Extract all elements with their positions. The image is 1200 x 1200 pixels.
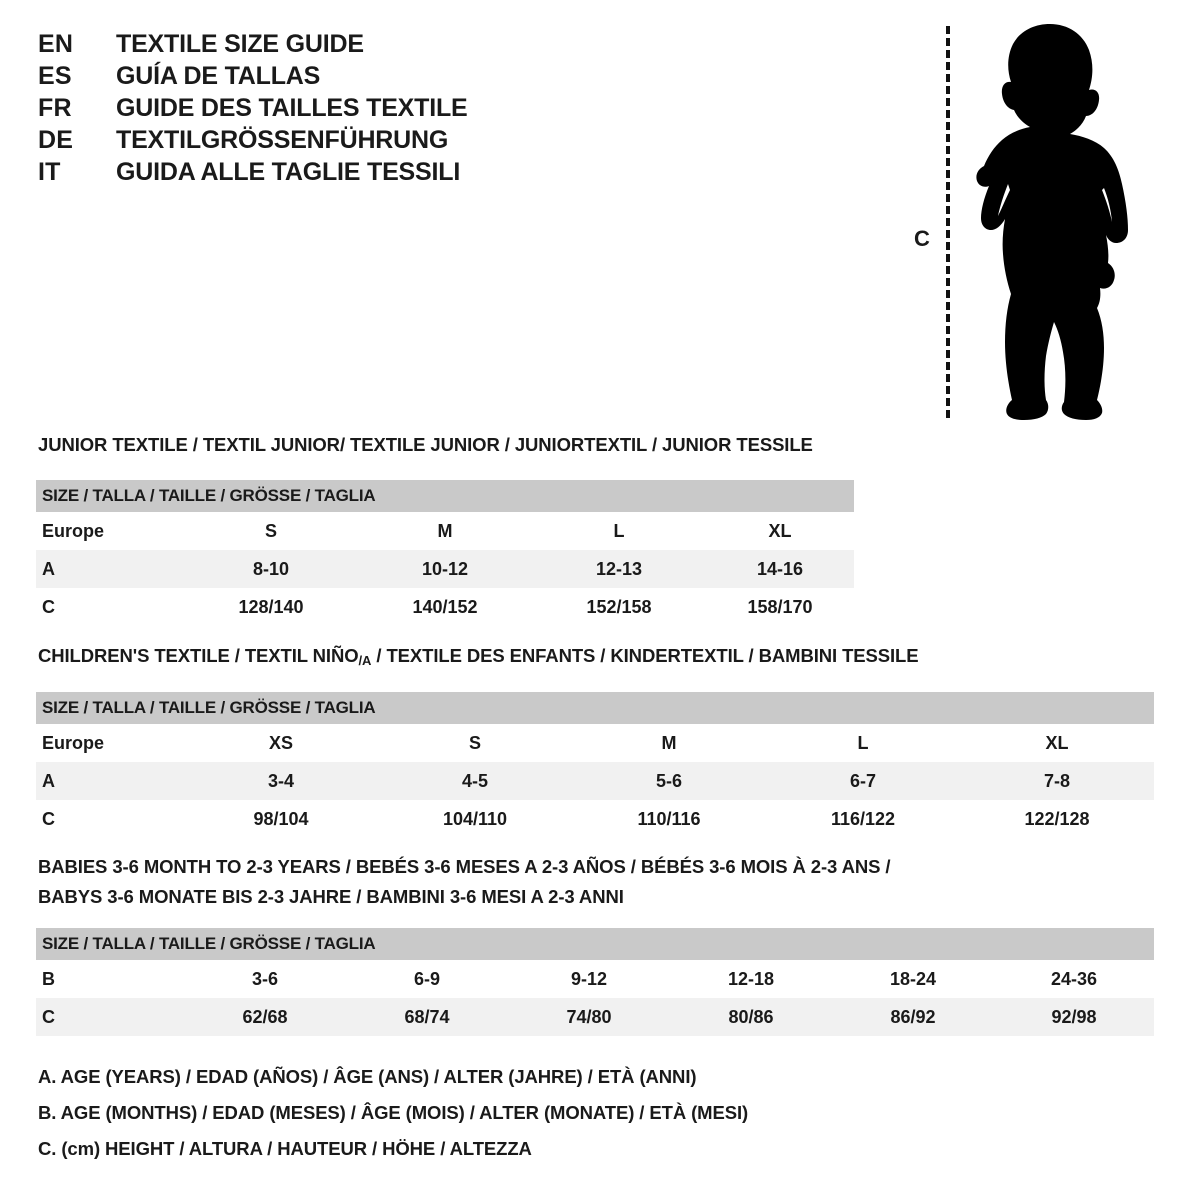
table-row: Europe XS S M L XL [36, 724, 1154, 762]
language-title: TEXTILE SIZE GUIDE [116, 30, 364, 58]
legend-line-a: A. AGE (YEARS) / EDAD (AÑOS) / ÂGE (ANS)… [38, 1066, 697, 1087]
junior-table-header-label: SIZE / TALLA / TAILLE / GRÖSSE / TAGLIA [36, 480, 855, 512]
table-cell: 128/140 [238, 596, 304, 617]
table-row: C 128/140 140/152 152/158 158/170 [36, 588, 855, 626]
language-row-en: EN TEXTILE SIZE GUIDE [38, 30, 558, 62]
language-code: DE [38, 126, 74, 154]
table-cell: 3-6 [251, 968, 278, 989]
table-cell: M [437, 520, 453, 541]
table-cell: 104/110 [442, 808, 508, 829]
row-label: B [42, 968, 55, 989]
table-cell: L [857, 732, 869, 753]
language-title: GUÍA DE TALLAS [116, 62, 321, 90]
table-cell: 10-12 [421, 558, 469, 579]
language-row-es: ES GUÍA DE TALLAS [38, 62, 558, 94]
row-label: Europe [42, 732, 105, 753]
table-row: B 3-6 6-9 9-12 12-18 18-24 24-36 [36, 960, 1155, 998]
table-cell: 12-13 [595, 558, 643, 579]
language-code: FR [38, 94, 72, 122]
table-cell: 140/152 [412, 596, 478, 617]
table-row: A 8-10 10-12 12-13 14-16 [36, 550, 855, 588]
children-table-header-label: SIZE / TALLA / TAILLE / GRÖSSE / TAGLIA [36, 692, 1154, 724]
height-measurement-figure: C [900, 8, 1190, 428]
junior-size-table: SIZE / TALLA / TAILLE / GRÖSSE / TAGLIA … [36, 480, 855, 626]
table-cell: L [613, 520, 625, 541]
table-cell: 4-5 [461, 770, 488, 791]
table-cell: 98/104 [253, 808, 309, 829]
row-label: A [42, 770, 55, 791]
table-row: C 62/68 68/74 74/80 80/86 86/92 92/98 [36, 998, 1155, 1036]
table-row: C 98/104 104/110 110/116 116/122 122/128 [36, 800, 1154, 838]
language-code: ES [38, 62, 72, 90]
row-label: A [42, 558, 55, 579]
table-cell: 122/128 [1024, 808, 1090, 829]
standing-toddler-silhouette-icon [976, 24, 1128, 420]
children-size-table: SIZE / TALLA / TAILLE / GRÖSSE / TAGLIA … [36, 692, 1154, 838]
table-cell: XS [268, 732, 293, 753]
table-row: A 3-4 4-5 5-6 6-7 7-8 [36, 762, 1154, 800]
table-row: Europe S M L XL [36, 512, 855, 550]
language-code: EN [38, 30, 74, 58]
table-cell: 86/92 [890, 1006, 936, 1027]
children-heading-suffix: / TEXTILE DES ENFANTS / KINDERTEXTIL / B… [371, 645, 919, 666]
table-cell: 152/158 [586, 596, 652, 617]
legend-line-b: B. AGE (MONTHS) / EDAD (MESES) / ÂGE (MO… [38, 1102, 749, 1123]
row-label: C [42, 596, 55, 617]
legend-line-c: C. (cm) HEIGHT / ALTURA / HAUTEUR / HÖHE… [38, 1138, 532, 1159]
table-cell: 8-10 [252, 558, 290, 579]
language-code: IT [38, 158, 61, 186]
table-cell: 80/86 [728, 1006, 774, 1027]
language-title: GUIDA ALLE TAGLIE TESSILI [116, 158, 461, 186]
babies-section-heading-line1: BABIES 3-6 MONTH TO 2-3 YEARS / BEBÉS 3-… [38, 856, 891, 877]
table-cell: 158/170 [747, 596, 813, 617]
measurement-legend: A. AGE (YEARS) / EDAD (AÑOS) / ÂGE (ANS)… [38, 1066, 748, 1174]
language-row-de: DE TEXTILGRÖSSENFÜHRUNG [38, 126, 558, 158]
table-header-row: SIZE / TALLA / TAILLE / GRÖSSE / TAGLIA [36, 692, 1154, 724]
table-cell: S [264, 520, 277, 541]
table-cell: 24-36 [1051, 968, 1098, 989]
table-cell: 92/98 [1051, 1006, 1097, 1027]
table-cell: 9-12 [570, 968, 608, 989]
table-cell: 7-8 [1043, 770, 1070, 791]
table-cell: 68/74 [404, 1006, 450, 1027]
language-row-fr: FR GUIDE DES TAILLES TEXTILE [38, 94, 558, 126]
babies-size-table: SIZE / TALLA / TAILLE / GRÖSSE / TAGLIA … [36, 928, 1155, 1036]
table-cell: 6-7 [849, 770, 876, 791]
row-label: C [42, 1006, 55, 1027]
babies-section-heading-line2: BABYS 3-6 MONATE BIS 2-3 JAHRE / BAMBINI… [38, 886, 624, 907]
row-label: Europe [42, 520, 105, 541]
children-heading-prefix: CHILDREN'S TEXTILE / TEXTIL NIÑO [38, 645, 359, 666]
row-label: C [42, 808, 55, 829]
table-cell: 110/116 [637, 808, 701, 829]
children-heading-subscript: /A [358, 653, 372, 668]
table-cell: 3-4 [267, 770, 294, 791]
table-cell: S [468, 732, 481, 753]
language-title: GUIDE DES TAILLES TEXTILE [116, 94, 468, 122]
junior-section-heading: JUNIOR TEXTILE / TEXTIL JUNIOR/ TEXTILE … [38, 434, 813, 455]
children-section-heading: CHILDREN'S TEXTILE / TEXTIL NIÑO/A / TEX… [38, 645, 919, 668]
table-header-row: SIZE / TALLA / TAILLE / GRÖSSE / TAGLIA [36, 928, 1155, 960]
table-cell: 6-9 [413, 968, 440, 989]
babies-table-header-label: SIZE / TALLA / TAILLE / GRÖSSE / TAGLIA [36, 928, 1155, 960]
table-cell: 116/122 [830, 808, 896, 829]
height-marker-label: C [914, 226, 930, 251]
language-row-it: IT GUIDA ALLE TAGLIE TESSILI [38, 158, 558, 190]
table-cell: 5-6 [655, 770, 682, 791]
table-cell: 74/80 [566, 1006, 612, 1027]
language-title-block: EN TEXTILE SIZE GUIDE ES GUÍA DE TALLAS … [38, 30, 558, 190]
table-cell: 12-18 [727, 968, 775, 989]
table-cell: XL [768, 520, 792, 541]
table-cell: 18-24 [889, 968, 937, 989]
table-cell: 62/68 [242, 1006, 288, 1027]
table-cell: M [661, 732, 677, 753]
table-header-row: SIZE / TALLA / TAILLE / GRÖSSE / TAGLIA [36, 480, 855, 512]
language-title: TEXTILGRÖSSENFÜHRUNG [116, 126, 449, 154]
table-cell: XL [1045, 732, 1069, 753]
table-cell: 14-16 [756, 558, 804, 579]
height-dashed-guide-line [946, 26, 950, 418]
